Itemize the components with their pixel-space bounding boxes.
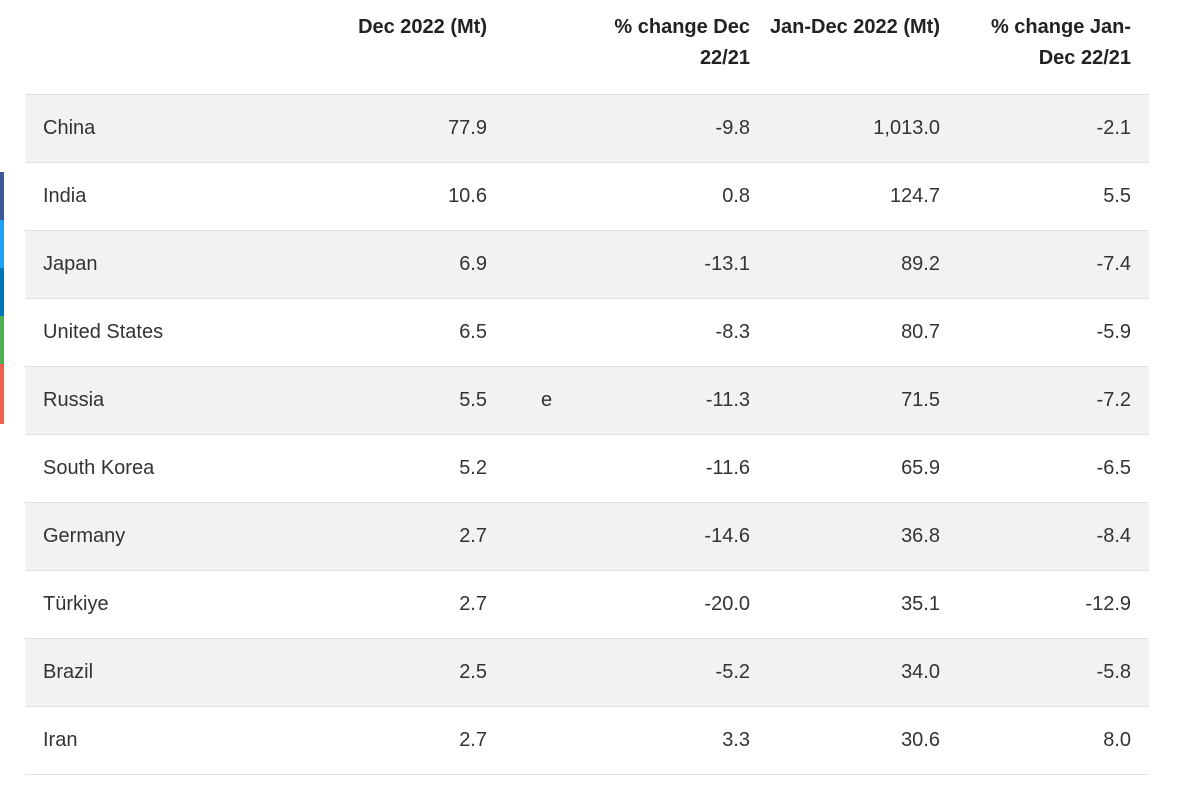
cell-dec-2022: 6.5 <box>265 298 505 367</box>
facebook-share-icon[interactable] <box>0 172 4 220</box>
cell-pct-change-dec: -8.3 <box>583 298 768 367</box>
whatsapp-share-icon[interactable] <box>0 316 4 364</box>
cell-flag <box>505 230 583 299</box>
cell-pct-change-jan-dec: 5.5 <box>958 162 1149 231</box>
cell-dec-2022: 5.2 <box>265 434 505 503</box>
cell-country: Brazil <box>25 638 265 707</box>
linkedin-share-icon[interactable] <box>0 268 4 316</box>
cell-country: Iran <box>25 706 265 775</box>
cell-flag: e <box>505 366 583 435</box>
cell-pct-change-dec: -9.8 <box>583 94 768 163</box>
table-row: Iran 2.7 3.3 30.6 8.0 <box>25 706 1149 775</box>
cell-flag <box>505 94 583 163</box>
cell-pct-change-jan-dec: -12.9 <box>958 570 1149 639</box>
cell-country: South Korea <box>25 434 265 503</box>
table-row: Russia 5.5 e -11.3 71.5 -7.2 <box>25 366 1149 435</box>
cell-flag <box>505 706 583 775</box>
cell-pct-change-dec: -13.1 <box>583 230 768 299</box>
cell-flag <box>505 298 583 367</box>
cell-country: China <box>25 94 265 163</box>
cell-country: Russia <box>25 366 265 435</box>
cell-jan-dec-2022: 71.5 <box>768 366 958 435</box>
cell-flag <box>505 502 583 571</box>
cell-jan-dec-2022: 30.6 <box>768 706 958 775</box>
steel-production-table: Dec 2022 (Mt) % change Dec 22/21 Jan-Dec… <box>25 0 1149 775</box>
cell-country: United States <box>25 298 265 367</box>
table-row: United States 6.5 -8.3 80.7 -5.9 <box>25 298 1149 367</box>
header-pct-change-jan-dec: % change Jan-Dec 22/21 <box>990 16 1131 69</box>
cell-pct-change-jan-dec: -8.4 <box>958 502 1149 571</box>
cell-flag <box>505 570 583 639</box>
table-row: Germany 2.7 -14.6 36.8 -8.4 <box>25 502 1149 571</box>
cell-pct-change-dec: -5.2 <box>583 638 768 707</box>
cell-dec-2022: 2.7 <box>265 502 505 571</box>
cell-jan-dec-2022: 89.2 <box>768 230 958 299</box>
table-row: India 10.6 0.8 124.7 5.5 <box>25 162 1149 231</box>
cell-jan-dec-2022: 36.8 <box>768 502 958 571</box>
cell-country: India <box>25 162 265 231</box>
header-country <box>25 0 265 95</box>
cell-flag <box>505 162 583 231</box>
cell-dec-2022: 10.6 <box>265 162 505 231</box>
cell-country: Japan <box>25 230 265 299</box>
cell-jan-dec-2022: 35.1 <box>768 570 958 639</box>
cell-pct-change-dec: 3.3 <box>583 706 768 775</box>
cell-flag <box>505 434 583 503</box>
cell-jan-dec-2022: 65.9 <box>768 434 958 503</box>
cell-jan-dec-2022: 124.7 <box>768 162 958 231</box>
twitter-share-icon[interactable] <box>0 220 4 268</box>
table-row: Türkiye 2.7 -20.0 35.1 -12.9 <box>25 570 1149 639</box>
cell-pct-change-jan-dec: -6.5 <box>958 434 1149 503</box>
cell-dec-2022: 2.5 <box>265 638 505 707</box>
cell-pct-change-dec: -20.0 <box>583 570 768 639</box>
header-pct-change-dec: % change Dec 22/21 <box>614 16 750 69</box>
table-row: South Korea 5.2 -11.6 65.9 -6.5 <box>25 434 1149 503</box>
table-row: Brazil 2.5 -5.2 34.0 -5.8 <box>25 638 1149 707</box>
cell-jan-dec-2022: 34.0 <box>768 638 958 707</box>
cell-dec-2022: 2.7 <box>265 570 505 639</box>
header-flag <box>505 0 583 95</box>
cell-pct-change-jan-dec: -5.8 <box>958 638 1149 707</box>
cell-pct-change-dec: -11.6 <box>583 434 768 503</box>
cell-pct-change-jan-dec: -7.4 <box>958 230 1149 299</box>
header-jan-dec-2022: Jan-Dec 2022 (Mt) <box>769 16 940 38</box>
cell-pct-change-jan-dec: -5.9 <box>958 298 1149 367</box>
cell-jan-dec-2022: 1,013.0 <box>768 94 958 163</box>
cell-pct-change-jan-dec: -2.1 <box>958 94 1149 163</box>
cell-country: Germany <box>25 502 265 571</box>
cell-dec-2022: 6.9 <box>265 230 505 299</box>
cell-pct-change-jan-dec: 8.0 <box>958 706 1149 775</box>
social-share-bar <box>0 172 4 424</box>
table-header-row: Dec 2022 (Mt) % change Dec 22/21 Jan-Dec… <box>25 0 1149 95</box>
table-row: China 77.9 -9.8 1,013.0 -2.1 <box>25 94 1149 163</box>
cell-pct-change-dec: -11.3 <box>583 366 768 435</box>
cell-pct-change-dec: -14.6 <box>583 502 768 571</box>
cell-pct-change-jan-dec: -7.2 <box>958 366 1149 435</box>
table-row: Japan 6.9 -13.1 89.2 -7.4 <box>25 230 1149 299</box>
email-share-icon[interactable] <box>0 364 4 424</box>
cell-dec-2022: 5.5 <box>265 366 505 435</box>
cell-flag <box>505 638 583 707</box>
cell-dec-2022: 77.9 <box>265 94 505 163</box>
header-dec-2022: Dec 2022 (Mt) <box>358 16 487 38</box>
cell-country: Türkiye <box>25 570 265 639</box>
cell-dec-2022: 2.7 <box>265 706 505 775</box>
cell-jan-dec-2022: 80.7 <box>768 298 958 367</box>
cell-pct-change-dec: 0.8 <box>583 162 768 231</box>
